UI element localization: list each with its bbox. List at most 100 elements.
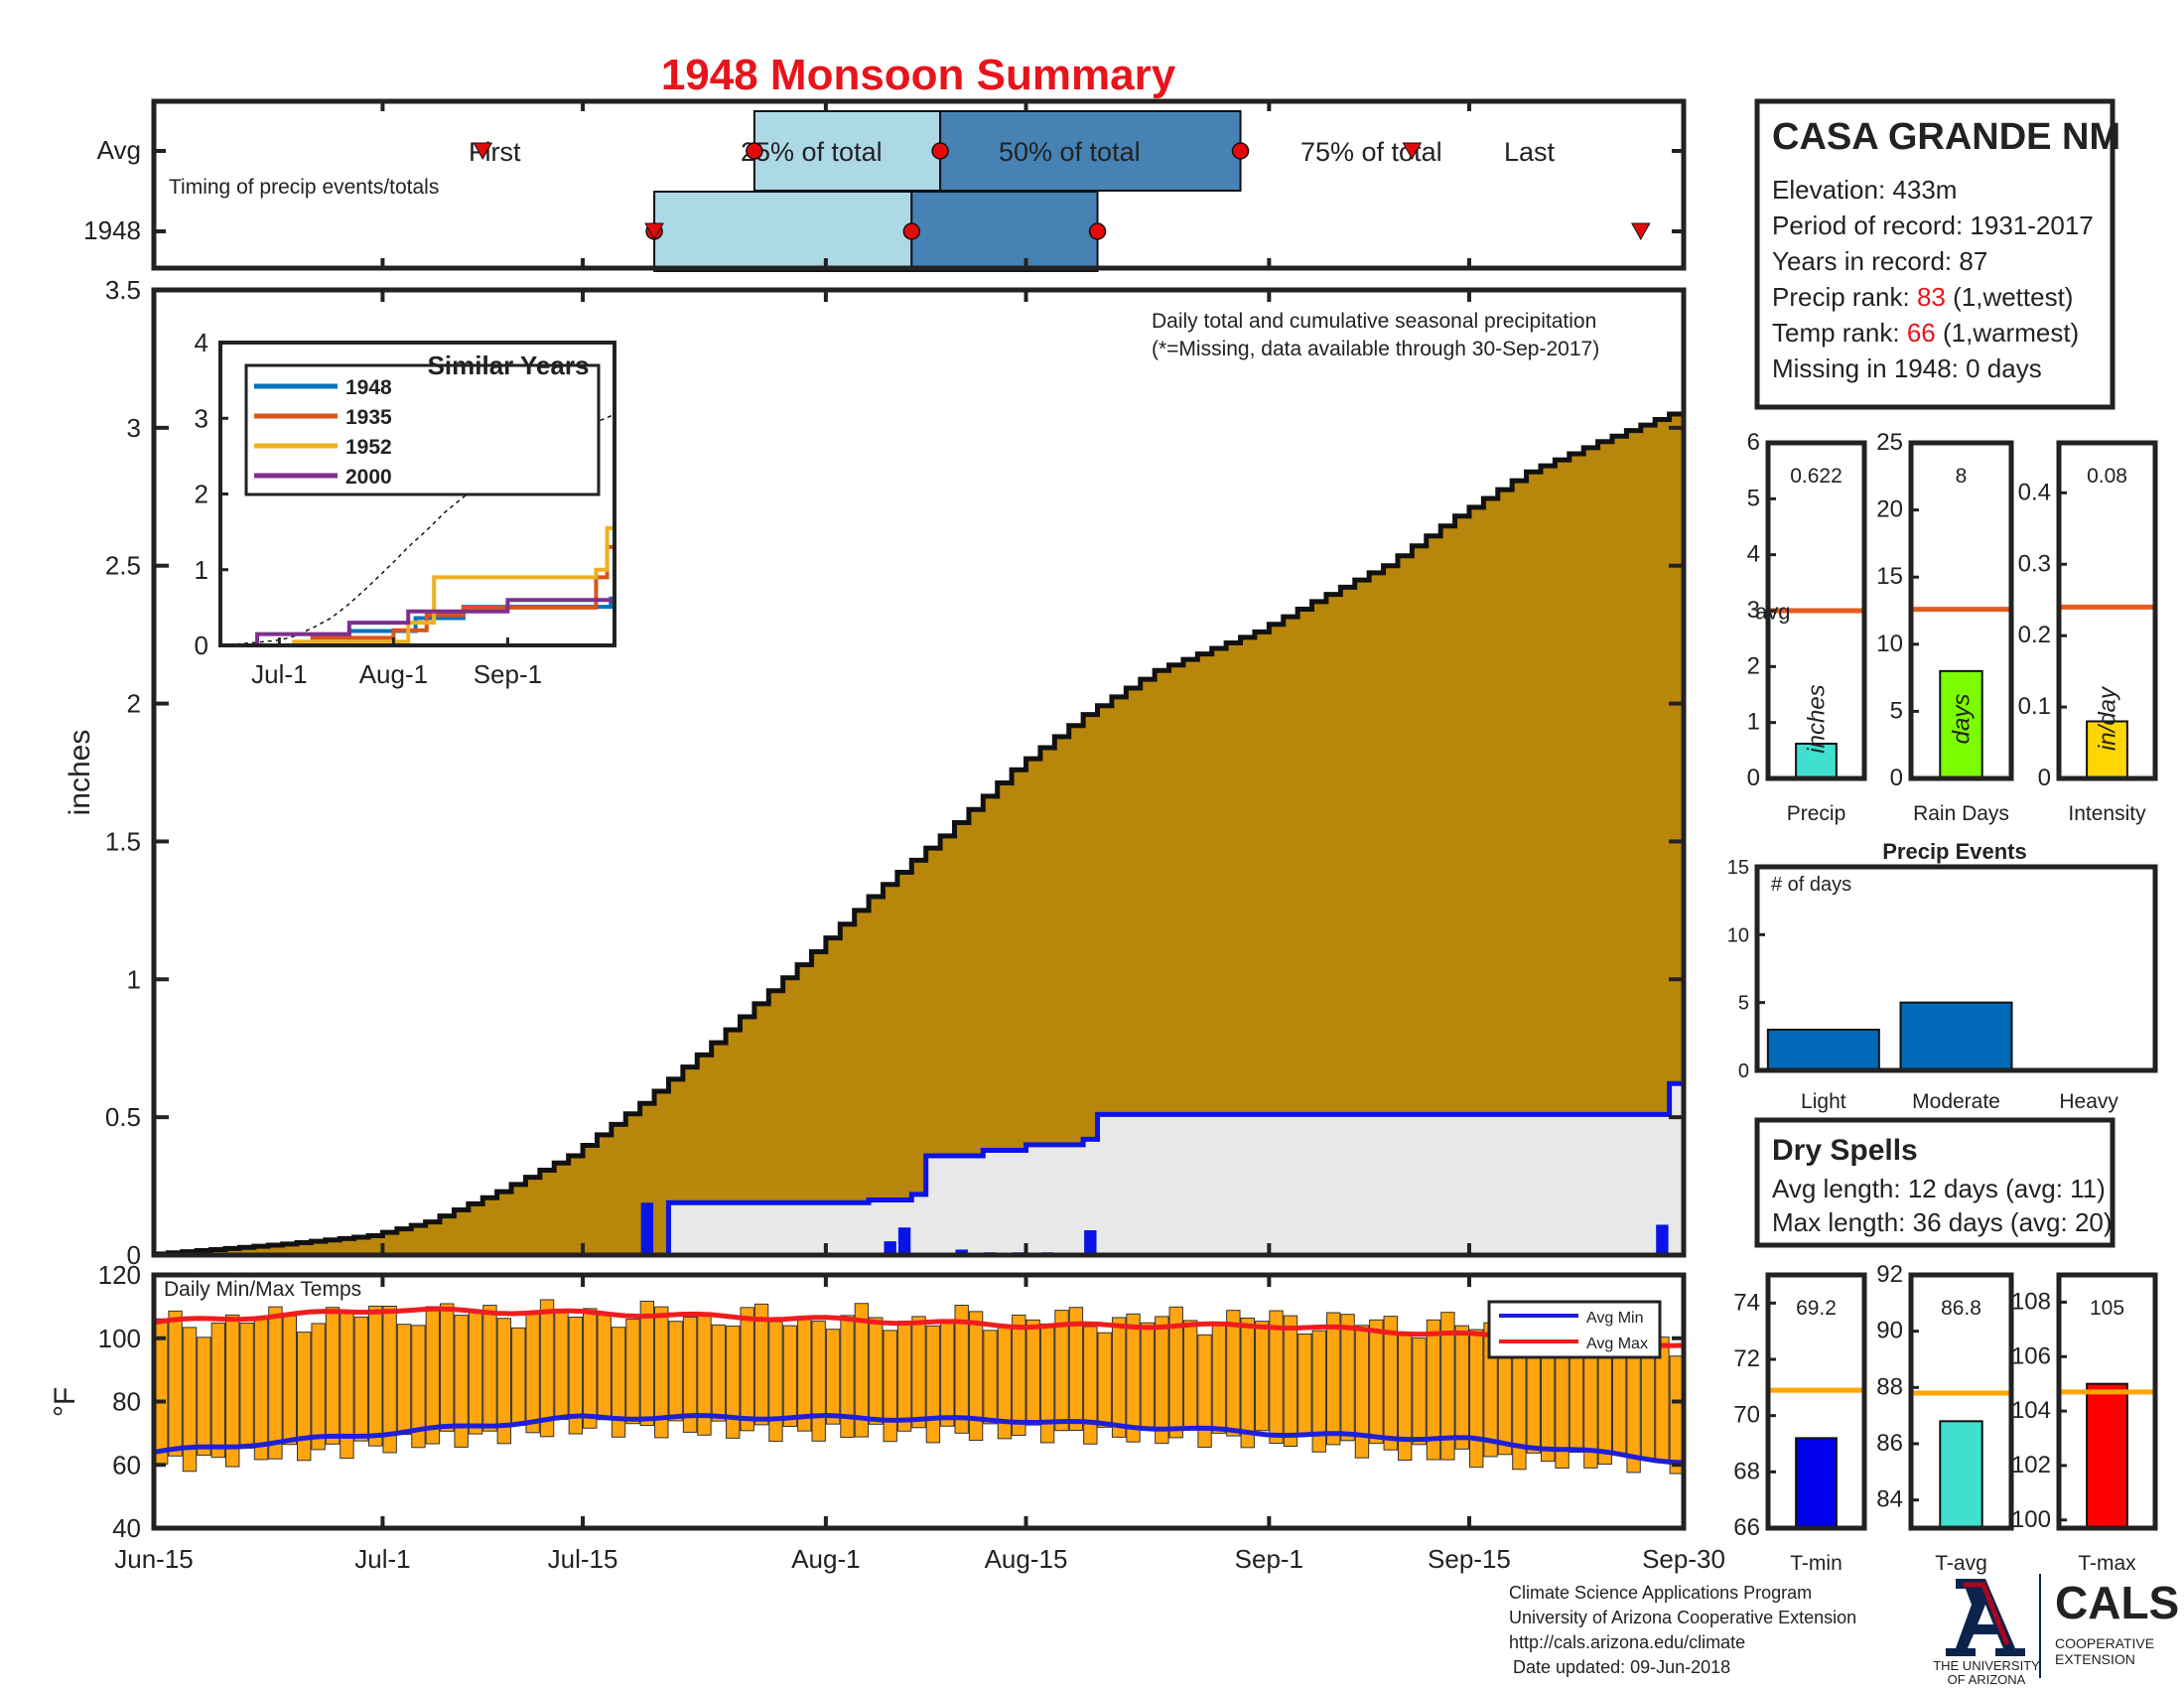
daily-temp-bar	[1669, 1355, 1685, 1475]
inset-y-tick-label: 2	[195, 480, 208, 509]
main-y-tick-label: 3	[127, 413, 141, 443]
mini-raindays-frame	[1908, 440, 2014, 781]
daily-temp-bar	[168, 1310, 183, 1457]
daily-temp-bar	[311, 1323, 326, 1451]
daily-temp-bar	[239, 1322, 254, 1449]
mini-charts: 0 1 2 3 4 5 6 0.622 Precip inches avg 0 5 10 15 20 25 8 Ra…	[1733, 429, 2158, 1575]
inset-x-tick-label: Sep-1	[474, 659, 542, 689]
daily-temp-bar	[1111, 1317, 1127, 1438]
daily-temp-bar	[440, 1303, 455, 1432]
timing-p25-label: 25% of total	[741, 137, 883, 167]
mini-raindays-unit: days	[1949, 694, 1976, 745]
figure-title: 1948 Monsoon Summary	[661, 51, 1176, 99]
x-tick-label: Jul-15	[548, 1544, 618, 1574]
daily-temp-bar	[1240, 1317, 1255, 1449]
events-bar-light	[1766, 1029, 1880, 1071]
events-category-label: Light	[1801, 1090, 1846, 1113]
daily-precip-bar	[640, 1202, 654, 1255]
mini-tavg-label: T-avg	[1935, 1552, 1987, 1575]
mini-raindays-bar	[1939, 669, 1983, 780]
inset-x-tick-label: Jul-1	[251, 659, 307, 689]
daily-temp-bar	[682, 1316, 698, 1433]
mini-tmin-value: 69.2	[1796, 1297, 1837, 1320]
mini-intensity-value: 0.08	[2087, 465, 2127, 488]
cals-logo-line-2: EXTENSION	[2055, 1651, 2135, 1667]
daily-temp-bar	[1197, 1334, 1212, 1448]
ua-a-accent-icon	[1964, 1582, 2010, 1645]
temp-legend-min: Avg Min	[1586, 1310, 1644, 1327]
daily-temp-bar	[711, 1324, 727, 1422]
mini-raindays-y-tick-label: 20	[1876, 496, 1903, 523]
footer: Climate Science Applications Program Uni…	[1509, 1583, 1856, 1677]
mini-raindays-y-tick-label: 25	[1876, 429, 1903, 456]
daily-temp-bar	[1211, 1322, 1227, 1434]
daily-temp-bar	[1039, 1323, 1055, 1444]
timing-y1948-last-triangle	[1630, 222, 1651, 241]
mini-tavg-y-tick-label: 92	[1876, 1261, 1903, 1288]
daily-temp-bar	[210, 1322, 226, 1459]
mini-precip-y-tick-label: 2	[1747, 652, 1760, 679]
main-y-tick-label: 1.5	[105, 826, 141, 856]
daily-precip-bar	[955, 1249, 968, 1255]
daily-temp-bar	[954, 1305, 969, 1434]
daily-temp-bar	[840, 1315, 855, 1438]
main-missing-note: (*=Missing, data available through 30-Se…	[1152, 338, 1599, 360]
daily-temp-bar	[1083, 1326, 1098, 1445]
daily-temp-bar	[825, 1329, 841, 1425]
daily-temp-bar	[583, 1308, 598, 1429]
events-y-tick-label: 15	[1727, 857, 1749, 879]
mini-raindays-y-tick-label: 5	[1890, 697, 1903, 724]
station-info-panel: CASA GRANDE NM Elevation: 433m Period of…	[1754, 98, 2120, 410]
daily-temp-bar	[1068, 1307, 1084, 1431]
x-tick-label: Aug-15	[985, 1544, 1068, 1574]
footer-line-2: University of Arizona Cooperative Extens…	[1509, 1608, 1856, 1627]
daily-temp-bar	[753, 1303, 769, 1426]
temp-legend-max: Avg Max	[1586, 1336, 1648, 1352]
mini-raindays-value: 8	[1956, 465, 1968, 488]
inset-legend-label-1948: 1948	[345, 376, 392, 399]
daily-temp-bar	[353, 1316, 369, 1442]
daily-temp-bar	[1569, 1343, 1584, 1454]
main-y-axis-label: inches	[64, 730, 96, 816]
daily-temp-bar	[253, 1319, 269, 1461]
precip-main-chart: 0 0.5 1 1.5 2 2.5 3 3.5 inches Daily total and …	[64, 275, 1687, 1270]
temp-y-tick-label: 40	[112, 1513, 141, 1543]
mini-raindays-label: Rain Days	[1913, 802, 2009, 825]
daily-temp-bar	[854, 1303, 870, 1438]
station-name: CASA GRANDE NM	[1772, 116, 2120, 158]
inset-y-tick-label: 0	[195, 631, 208, 660]
footer-line-4: Date updated: 09-Jun-2018	[1513, 1657, 1730, 1677]
ua-logo-line-2: OF ARIZONA	[1948, 1672, 2026, 1687]
inset-y-tick-label: 3	[195, 403, 208, 433]
timing-last-label: Last	[1504, 137, 1556, 167]
timing-row-1948-label: 1948	[83, 215, 141, 245]
inset-y-tick-label: 1	[195, 555, 208, 585]
events-category-label: Heavy	[2059, 1090, 2118, 1113]
university-logo: THE UNIVERSITY OF ARIZONA CALS COOPERATI…	[1933, 1574, 2179, 1687]
daily-temp-bar	[1454, 1325, 1469, 1450]
avg-cumulative-area	[154, 413, 1684, 1255]
mini-tavg-y-tick-label: 86	[1876, 1430, 1903, 1457]
events-category-label: Moderate	[1912, 1090, 2000, 1113]
mini-tavg-frame	[1908, 1272, 2014, 1531]
station-info-box	[1754, 98, 2116, 410]
mini-tmin-y-tick-label: 66	[1733, 1514, 1760, 1541]
main-y-tick-label: 0	[127, 1240, 141, 1270]
mini-tmax-y-tick-label: 100	[2011, 1506, 2051, 1533]
mini-precip-y-tick-label: 3	[1747, 597, 1760, 624]
main-note: Daily total and cumulative seasonal prec…	[1152, 310, 1596, 333]
mini-tavg-y-tick-label: 84	[1876, 1486, 1903, 1513]
daily-temp-bar	[597, 1313, 612, 1421]
dry-spells-box	[1754, 1117, 2116, 1248]
mini-intensity-unit: in/day	[2095, 685, 2121, 751]
temp-y-axis-label: °F	[49, 1387, 81, 1417]
daily-temp-bar	[382, 1305, 397, 1454]
daily-temp-bar	[454, 1315, 469, 1448]
daily-temp-bar	[911, 1316, 926, 1429]
daily-temp-bar	[1611, 1352, 1627, 1456]
timing-y1948-box-25-50	[653, 191, 913, 272]
daily-temp-bar	[1283, 1315, 1298, 1447]
footer-line-3: http://cals.arizona.edu/climate	[1509, 1632, 1745, 1652]
mini-tavg-bar	[1939, 1420, 1983, 1530]
events-y-tick-label: 10	[1727, 924, 1749, 946]
